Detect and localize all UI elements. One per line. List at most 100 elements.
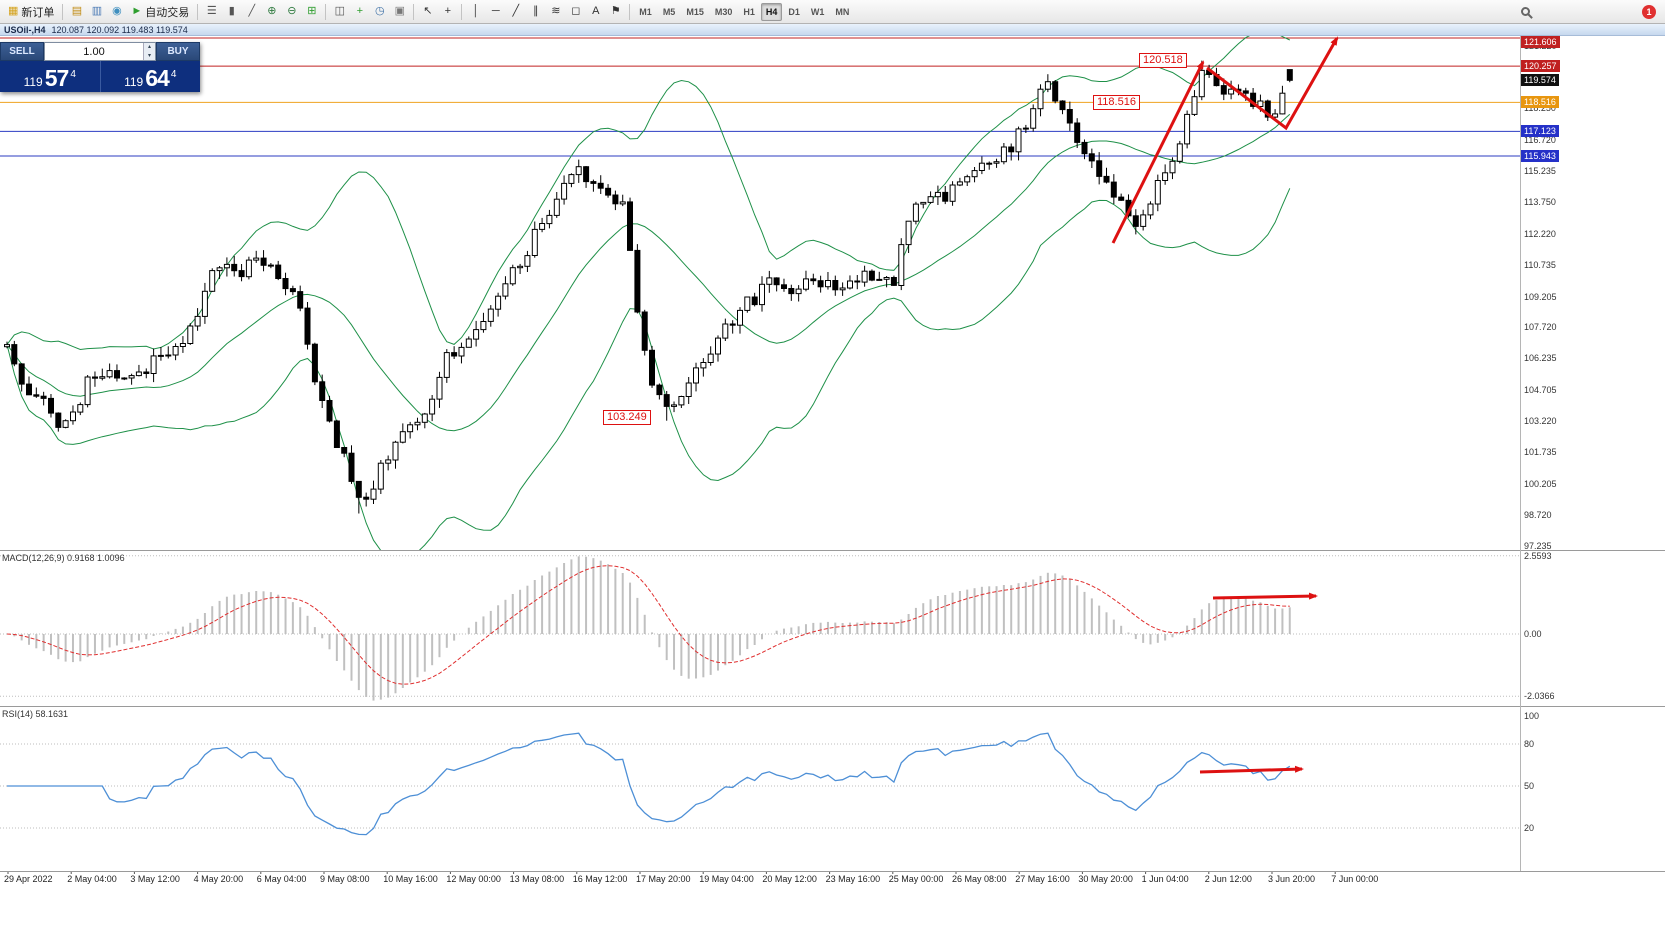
volume-up-button[interactable]: ▴ [144,43,155,52]
price-annotation-label[interactable]: 103.249 [603,410,651,425]
price-axis-badge: 121.606 [1521,36,1560,48]
time-axis-label: 25 May 00:00 [888,874,944,884]
chart-ohlc-values: 120.087 120.092 119.483 119.574 [51,24,188,35]
time-axis-label: 30 May 20:00 [1078,874,1133,884]
tile-windows-icon[interactable]: ◫ [330,2,349,21]
toolbar-separator [629,3,631,20]
timeframe-h1-button[interactable]: H1 [743,6,755,17]
timeframe-m5-button[interactable]: M5 [662,6,676,17]
fibonacci-icon[interactable]: ≋ [546,2,565,21]
sell-button[interactable]: SELL [0,42,44,61]
timeframe-h4-button[interactable]: H4 [760,2,783,21]
toolbar-separator [413,3,415,20]
shapes-icon[interactable]: ◻ [566,2,585,21]
price-axis-label: 109.205 [1524,291,1557,302]
periods-icon-icon: ◷ [374,5,385,17]
charts-icon-icon: ▤ [71,5,83,17]
equidistant-channel-icon[interactable]: ∥ [526,2,545,21]
time-axis-label: 1 Jun 04:00 [1141,874,1189,884]
horizontal-line-icon-icon: ─ [491,5,500,17]
macd-axis-label: 0.00 [1524,629,1542,639]
chart-title-bar: USOil-,H4 120.087 120.092 119.483 119.57… [0,24,1665,36]
horizontal-line-icon[interactable]: ─ [486,2,505,21]
arrows-tool-icon[interactable]: ⚑ [606,2,625,21]
line-chart-icon-icon: ╱ [248,5,256,17]
timeframe-m1-button[interactable]: M1 [639,6,652,17]
price-axis-label: 112.220 [1524,228,1556,239]
price-annotation-label[interactable]: 120.518 [1139,53,1187,68]
panel-separator[interactable] [0,550,1665,551]
rsi-axis-label: 80 [1524,739,1535,749]
rsi-direction-arrow[interactable] [1199,765,1304,774]
timeframe-m30-button[interactable]: M30 [714,6,733,17]
toolbar-right-group: 1 [1521,4,1661,19]
templates-icon[interactable]: ▣ [390,2,409,21]
macd-panel[interactable] [0,555,1520,701]
indicators-icon-icon: + [356,5,364,17]
notification-badge[interactable]: 1 [1642,4,1656,19]
new-order-button[interactable]: ▦ 新订单 [4,2,58,21]
trade-panel-divider [99,61,101,92]
zoom-in-icon[interactable]: ⊕ [262,2,281,21]
equidistant-channel-icon-icon: ∥ [533,5,539,17]
macd-direction-arrow[interactable] [1212,592,1318,600]
price-axis-badge: 117.123 [1521,125,1559,138]
rsi-indicator-label: RSI(14) 58.1631 [2,709,69,719]
impulse-up-arrow[interactable] [1111,60,1205,244]
candlestick-chart-icon[interactable]: ▮ [222,2,241,21]
refresh-icon-icon: ◉ [112,5,122,17]
vertical-line-icon-icon: │ [472,5,480,17]
time-axis-label: 23 May 16:00 [825,874,881,884]
time-axis-label: 27 May 16:00 [1015,874,1070,884]
ask-price-prefix: 119 [124,75,144,89]
ask-price[interactable]: 119 64 4 [101,61,201,92]
cursor-icon[interactable]: ↖ [418,2,437,21]
bar-chart-icon[interactable]: ☰ [202,2,221,21]
buy-button[interactable]: BUY [156,42,200,61]
periods-icon[interactable]: ◷ [370,2,389,21]
volume-field[interactable]: 1.00 ▴ ▾ [44,42,156,61]
price-axis-label: 97.235 [1524,541,1552,552]
charts-icon[interactable]: ▤ [67,2,86,21]
toolbar-separator [62,3,64,20]
volume-value[interactable]: 1.00 [83,45,105,58]
auto-trading-button[interactable]: ► 自动交易 [127,2,193,21]
bar-chart-icon-icon: ☰ [206,5,217,17]
timeframe-m15-button[interactable]: M15 [686,6,704,17]
vertical-line-icon[interactable]: │ [466,2,485,21]
profiles-icon[interactable]: ▥ [87,2,106,21]
trendline-icon[interactable]: ╱ [506,2,525,21]
timeframe-mn-button[interactable]: MN [835,6,850,17]
time-axis-label: 7 Jun 00:00 [1331,874,1379,884]
panel-separator[interactable] [0,871,1665,872]
timeframe-w1-button[interactable]: W1 [810,6,825,17]
time-axis-label: 6 May 04:00 [256,874,307,884]
indicators-icon[interactable]: + [350,2,369,21]
zoom-out-icon[interactable]: ⊖ [282,2,301,21]
macd-indicator-label: MACD(12,26,9) 0.9168 1.0096 [2,553,125,563]
price-axis-label: 104.705 [1524,385,1557,396]
crosshair-icon[interactable]: + [438,2,457,21]
time-axis-label: 19 May 04:00 [699,874,754,884]
correction-continuation-arrow[interactable] [1206,36,1339,131]
panel-separator[interactable] [0,706,1665,707]
price-annotation-label[interactable]: 118.516 [1093,95,1140,110]
rsi-panel[interactable] [0,732,1520,836]
grid-icon[interactable]: ⊞ [302,2,321,21]
price-axis-label: 110.735 [1524,259,1556,270]
rsi-axis-label: 20 [1524,823,1535,833]
bid-price[interactable]: 119 57 4 [0,61,100,92]
volume-down-button[interactable]: ▾ [144,51,155,60]
line-chart-icon[interactable]: ╱ [242,2,261,21]
search-icon[interactable] [1521,7,1530,16]
timeframe-d1-button[interactable]: D1 [788,6,800,17]
volume-stepper: ▴ ▾ [143,43,155,60]
arrows-tool-icon-icon: ⚑ [610,5,621,17]
text-icon[interactable]: A [586,2,605,21]
drawn-arrows[interactable] [1111,36,1339,774]
refresh-icon[interactable]: ◉ [107,2,126,21]
ask-price-big: 64 [145,65,170,91]
time-axis-label: 4 May 20:00 [193,874,244,884]
time-axis-label: 26 May 08:00 [952,874,1007,884]
